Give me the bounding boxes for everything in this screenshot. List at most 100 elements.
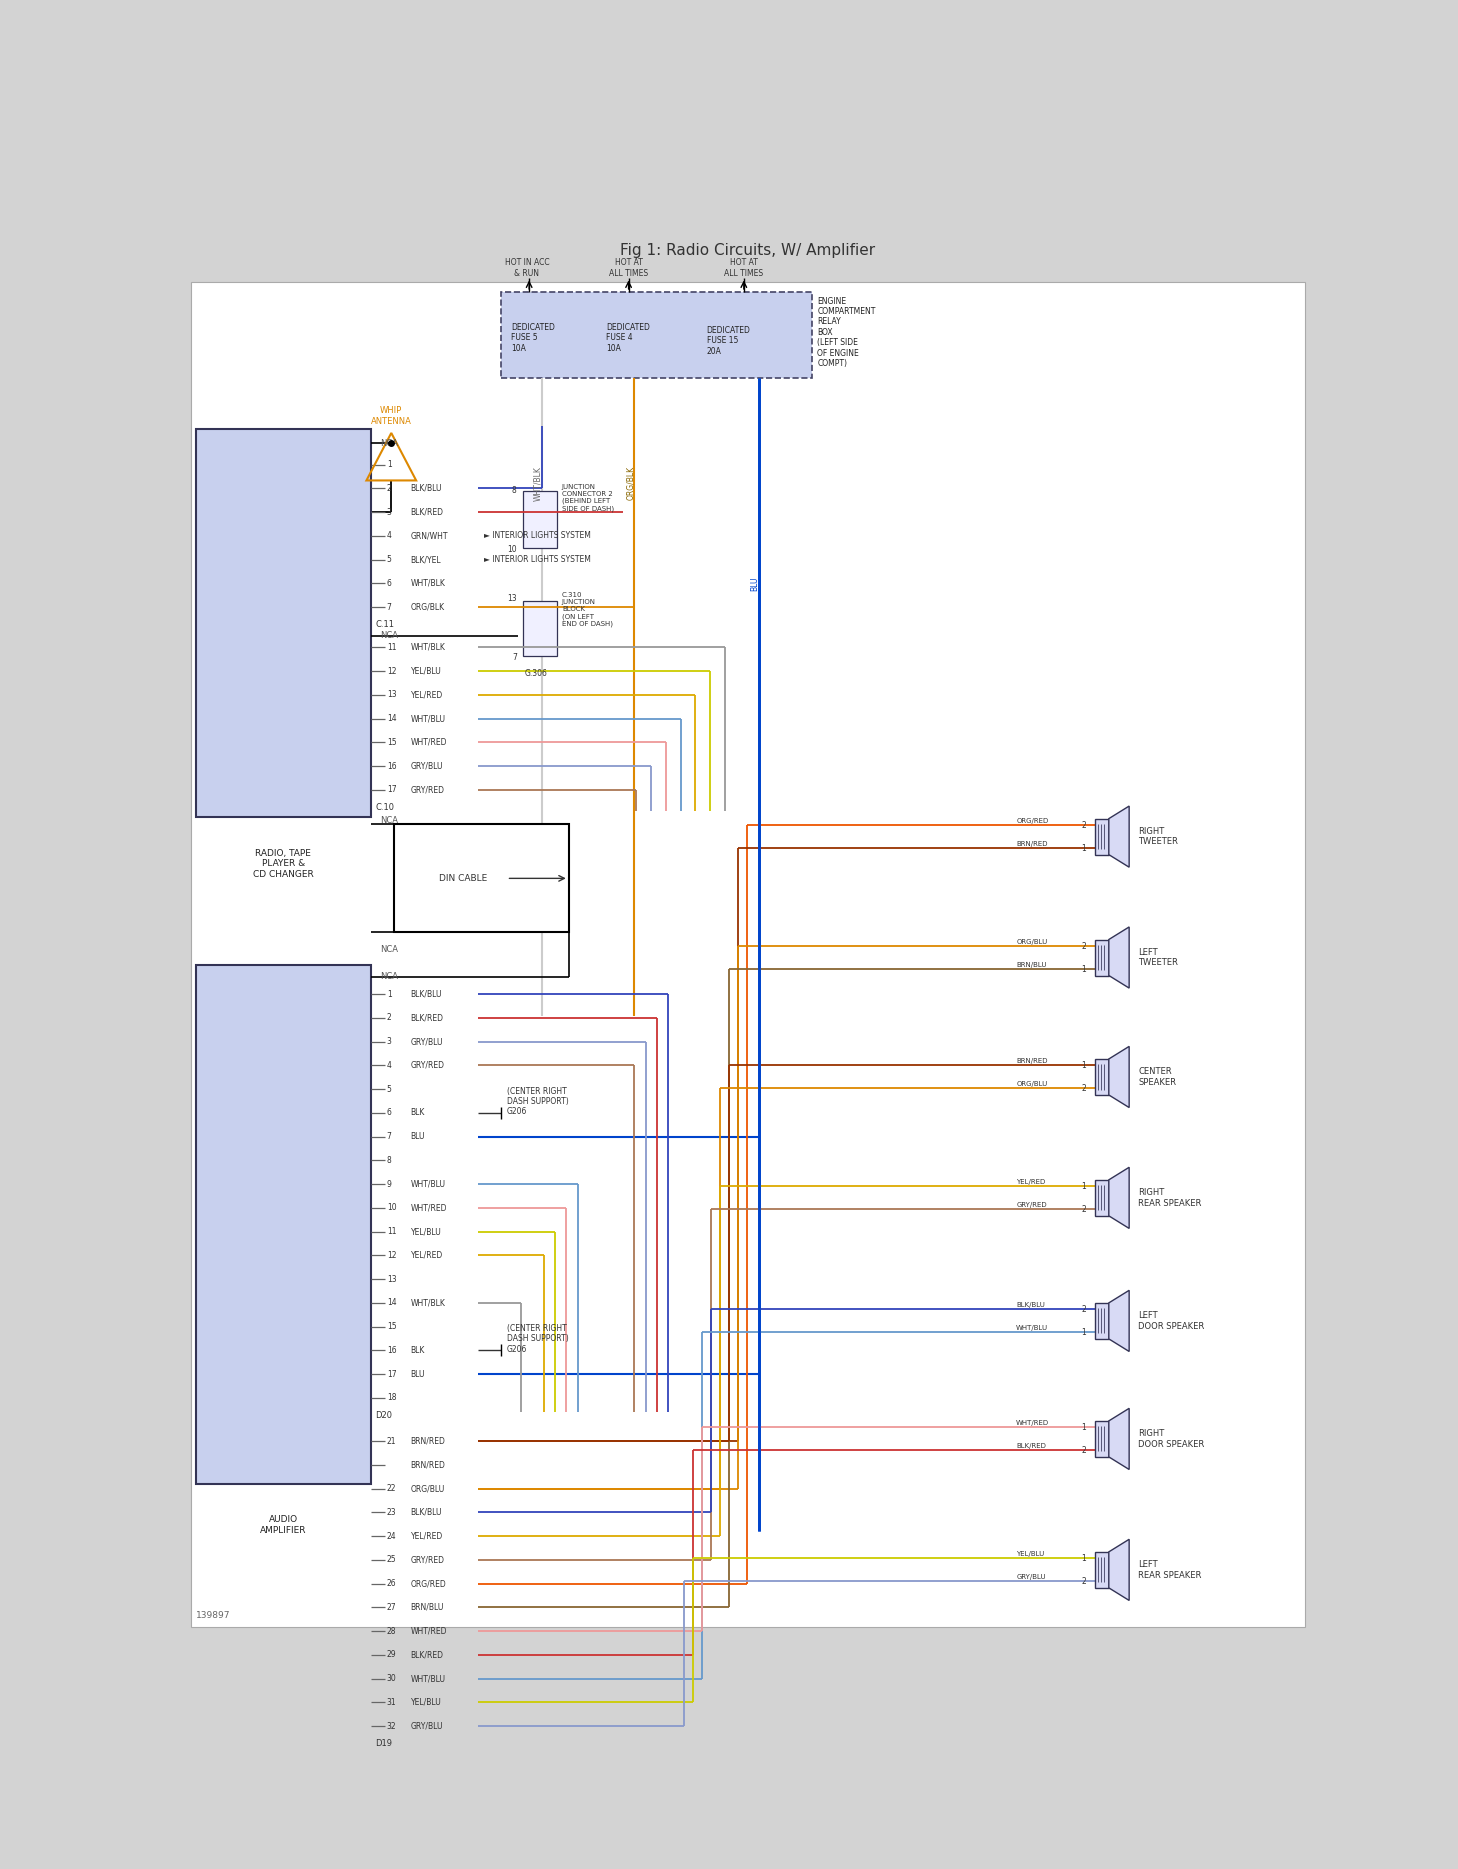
Text: BLK/YEL: BLK/YEL [411, 555, 442, 564]
Text: BRN/RED: BRN/RED [411, 1437, 445, 1445]
Text: 31: 31 [386, 1697, 397, 1706]
Text: 30: 30 [386, 1675, 397, 1682]
Text: ► INTERIOR LIGHTS SYSTEM: ► INTERIOR LIGHTS SYSTEM [484, 555, 590, 564]
Text: RIGHT
REAR SPEAKER: RIGHT REAR SPEAKER [1139, 1189, 1201, 1207]
Polygon shape [1110, 1409, 1128, 1469]
Text: 5: 5 [386, 1084, 392, 1093]
Text: DIN CABLE: DIN CABLE [439, 875, 487, 882]
Text: (CENTER RIGHT
DASH SUPPORT)
G206: (CENTER RIGHT DASH SUPPORT) G206 [506, 1323, 569, 1353]
Text: BLU: BLU [751, 578, 760, 591]
Text: BRN/RED: BRN/RED [1016, 841, 1048, 847]
Text: 2: 2 [1082, 1447, 1086, 1454]
Text: YEL/BLU: YEL/BLU [411, 1697, 442, 1706]
Text: 1: 1 [386, 991, 392, 998]
Text: C.11: C.11 [376, 621, 395, 628]
Text: 13: 13 [386, 1275, 397, 1284]
FancyBboxPatch shape [195, 966, 370, 1484]
FancyBboxPatch shape [1095, 819, 1110, 854]
Text: 3: 3 [386, 508, 392, 516]
Text: RADIO, TAPE
PLAYER &
CD CHANGER: RADIO, TAPE PLAYER & CD CHANGER [254, 849, 313, 878]
Text: 12: 12 [386, 1250, 397, 1260]
Text: GRY/BLU: GRY/BLU [411, 761, 443, 770]
Text: G.306: G.306 [525, 669, 548, 678]
Text: 26: 26 [386, 1579, 397, 1589]
Text: LEFT
REAR SPEAKER: LEFT REAR SPEAKER [1139, 1561, 1201, 1579]
Text: HOT AT
ALL TIMES: HOT AT ALL TIMES [725, 258, 764, 277]
FancyBboxPatch shape [1095, 1303, 1110, 1338]
FancyBboxPatch shape [1095, 940, 1110, 976]
Text: 24: 24 [386, 1531, 397, 1540]
FancyBboxPatch shape [195, 428, 370, 817]
Text: Fig 1: Radio Circuits, W/ Amplifier: Fig 1: Radio Circuits, W/ Amplifier [620, 243, 875, 258]
Polygon shape [1110, 927, 1128, 989]
Text: 6: 6 [386, 1108, 392, 1118]
Text: WHT/BLK: WHT/BLK [411, 643, 445, 652]
Text: BLK: BLK [411, 1346, 424, 1355]
Text: WHIP
ANTENNA: WHIP ANTENNA [370, 406, 411, 426]
Text: 1: 1 [1082, 1181, 1086, 1191]
Text: YEL/BLU: YEL/BLU [1016, 1551, 1044, 1557]
Text: 29: 29 [386, 1650, 397, 1660]
Text: GRY/BLU: GRY/BLU [411, 1721, 443, 1731]
Text: BRN/BLU: BRN/BLU [1016, 963, 1047, 968]
Text: 13: 13 [386, 690, 397, 699]
Text: 4: 4 [386, 1062, 392, 1069]
Text: NCA: NCA [381, 946, 398, 953]
FancyBboxPatch shape [1095, 1179, 1110, 1217]
Text: 32: 32 [386, 1721, 397, 1731]
Text: AUDIO
AMPLIFIER: AUDIO AMPLIFIER [260, 1516, 306, 1534]
Text: GRY/BLU: GRY/BLU [411, 1037, 443, 1047]
Text: BLU: BLU [411, 1370, 424, 1379]
FancyBboxPatch shape [523, 490, 557, 548]
Text: 4: 4 [386, 531, 392, 540]
Text: 13: 13 [507, 594, 516, 604]
Text: WHT/BLU: WHT/BLU [411, 714, 446, 723]
Text: 8: 8 [386, 1155, 392, 1164]
Text: GRY/RED: GRY/RED [411, 785, 445, 794]
Text: WHT/BLU: WHT/BLU [1016, 1325, 1048, 1331]
Text: 7: 7 [512, 652, 516, 662]
Text: 25: 25 [386, 1555, 397, 1564]
Text: 14: 14 [386, 1299, 397, 1308]
Text: 2: 2 [386, 484, 392, 493]
Text: GRY/RED: GRY/RED [411, 1062, 445, 1069]
Text: 2: 2 [1082, 1577, 1086, 1587]
FancyBboxPatch shape [1095, 1060, 1110, 1095]
Text: 1: 1 [1082, 1422, 1086, 1432]
Text: 6: 6 [386, 579, 392, 589]
Text: WHT/RED: WHT/RED [1016, 1420, 1050, 1426]
Text: ORG/BLU: ORG/BLU [1016, 1080, 1047, 1088]
Text: 10: 10 [386, 1204, 397, 1213]
Polygon shape [1110, 1290, 1128, 1351]
Text: 7: 7 [386, 1133, 392, 1142]
Text: 15: 15 [386, 738, 397, 748]
Text: GRY/BLU: GRY/BLU [1016, 1574, 1045, 1579]
Text: JUNCTION
CONNECTOR 2
(BEHIND LEFT
SIDE OF DASH): JUNCTION CONNECTOR 2 (BEHIND LEFT SIDE O… [561, 484, 614, 512]
Text: NCA: NCA [381, 815, 398, 824]
Polygon shape [1110, 806, 1128, 867]
Text: 11: 11 [386, 643, 397, 652]
Text: 22: 22 [386, 1484, 397, 1493]
Text: HOT IN ACC
& RUN: HOT IN ACC & RUN [504, 258, 550, 277]
Text: 2: 2 [1082, 1206, 1086, 1213]
Text: 17: 17 [386, 1370, 397, 1379]
Text: ORG/RED: ORG/RED [1016, 819, 1048, 824]
Polygon shape [1110, 1540, 1128, 1600]
Text: WHT/RED: WHT/RED [411, 1626, 448, 1635]
Text: BLK/RED: BLK/RED [411, 508, 443, 516]
Text: BRN/RED: BRN/RED [411, 1460, 445, 1469]
Text: BLK/RED: BLK/RED [411, 1650, 443, 1660]
Text: WHT/BLU: WHT/BLU [411, 1675, 446, 1682]
Text: 2: 2 [1082, 1305, 1086, 1314]
Text: BLK/RED: BLK/RED [1016, 1443, 1045, 1448]
Text: 28: 28 [386, 1626, 397, 1635]
Text: (CENTER RIGHT
DASH SUPPORT)
G206: (CENTER RIGHT DASH SUPPORT) G206 [506, 1086, 569, 1116]
Text: 11: 11 [386, 1228, 397, 1235]
Text: HOT AT
ALL TIMES: HOT AT ALL TIMES [609, 258, 649, 277]
Text: YEL/BLU: YEL/BLU [411, 1228, 442, 1235]
Text: 9: 9 [386, 1179, 392, 1189]
Polygon shape [1110, 1168, 1128, 1228]
Text: 17: 17 [386, 785, 397, 794]
Text: 27: 27 [386, 1604, 397, 1611]
Text: 1: 1 [1082, 1327, 1086, 1336]
